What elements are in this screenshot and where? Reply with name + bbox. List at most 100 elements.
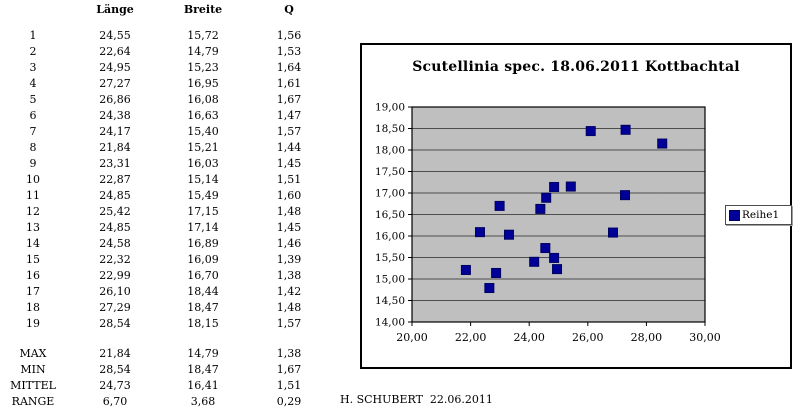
- table-cell-breite: 14,79: [187, 45, 219, 58]
- table-row: 19 28,54 18,15 1,57: [0, 316, 336, 332]
- x-axis-label: 30,00: [689, 331, 721, 344]
- summary-row: MIN 28,54 18,47 1,67: [0, 362, 336, 378]
- table-cell-n: 17: [26, 285, 40, 298]
- table-cell-breite: 16,89: [187, 237, 219, 250]
- table-cell-laenge: 26,86: [99, 93, 131, 106]
- table-cell-n: 14: [26, 237, 40, 250]
- table-cell-q: 1,48: [276, 205, 302, 218]
- table-cell-n: 4: [29, 77, 37, 90]
- table-cell-n: 6: [29, 109, 37, 122]
- table-cell-laenge: 28,54: [99, 317, 131, 330]
- table-cell-laenge: 21,84: [99, 141, 131, 154]
- table-cell-n: 5: [29, 93, 37, 106]
- table-row: 8 21,84 15,21 1,44: [0, 140, 336, 156]
- table-cell-laenge: 24,95: [99, 61, 131, 74]
- x-axis-label: 28,00: [631, 331, 663, 344]
- table-cell-n: 1: [29, 29, 37, 42]
- table-cell-q: 1,42: [276, 285, 302, 298]
- table-row: 18 27,29 18,47 1,48: [0, 300, 336, 316]
- data-point: [585, 126, 596, 137]
- table-row: 17 26,10 18,44 1,42: [0, 284, 336, 300]
- summary-cell-breite: 3,68: [190, 395, 216, 408]
- data-point: [535, 203, 546, 214]
- table-cell-breite: 15,21: [187, 141, 219, 154]
- data-point: [620, 124, 631, 135]
- y-axis-label: 15,00: [375, 274, 405, 286]
- summary-cell-laenge: 24,73: [99, 379, 131, 392]
- table-cell-laenge: 25,42: [99, 205, 131, 218]
- table-cell-n: 11: [26, 189, 40, 202]
- table-cell-laenge: 26,10: [99, 285, 131, 298]
- y-axis-label: 17,50: [375, 166, 405, 178]
- y-axis-label: 14,00: [375, 317, 405, 329]
- data-point: [491, 267, 502, 278]
- summary-cell-n: MAX: [19, 347, 47, 360]
- x-axis-label: 24,00: [513, 331, 545, 344]
- table-header-row: Länge Breite Q: [0, 2, 336, 18]
- table-cell-laenge: 22,64: [99, 45, 131, 58]
- table-cell-n: 3: [29, 61, 37, 74]
- table-cell-breite: 18,44: [187, 285, 219, 298]
- summary-row: RANGE 6,70 3,68 0,29: [0, 394, 336, 410]
- table-cell-breite: 18,47: [187, 301, 219, 314]
- summary-row: MITTEL 24,73 16,41 1,51: [0, 378, 336, 394]
- table-cell-q: 1,67: [276, 93, 302, 106]
- y-axis-label: 16,50: [375, 209, 405, 221]
- table-cell-q: 1,46: [276, 237, 302, 250]
- table-cell-breite: 17,15: [187, 205, 219, 218]
- y-axis-label: 17,00: [375, 188, 405, 200]
- chart-legend: Reihe1: [725, 205, 792, 225]
- table-row: 12 25,42 17,15 1,48: [0, 204, 336, 220]
- credit-text: H. SCHUBERT 22.06.2011: [340, 393, 493, 406]
- data-point: [565, 181, 576, 192]
- y-axis-label: 18,50: [375, 123, 405, 135]
- summary-cell-q: 1,38: [276, 347, 302, 360]
- table-header-laenge: Länge: [96, 3, 134, 16]
- summary-cell-breite: 16,41: [187, 379, 219, 392]
- y-axis-label: 16,00: [375, 231, 405, 243]
- summary-cell-q: 0,29: [276, 395, 302, 408]
- table-cell-laenge: 24,58: [99, 237, 131, 250]
- table-cell-n: 13: [26, 221, 40, 234]
- table-row: 10 22,87 15,14 1,51: [0, 172, 336, 188]
- table-cell-laenge: 23,31: [99, 157, 131, 170]
- x-axis-label: 26,00: [572, 331, 604, 344]
- table-cell-breite: 17,14: [187, 221, 219, 234]
- summary-cell-q: 1,67: [276, 363, 302, 376]
- table-row: 16 22,99 16,70 1,38: [0, 268, 336, 284]
- data-point: [620, 190, 631, 201]
- summary-cell-n: MITTEL: [10, 379, 56, 392]
- data-point: [657, 138, 668, 149]
- data-point: [607, 227, 618, 238]
- table-cell-n: 18: [26, 301, 40, 314]
- table-cell-breite: 15,72: [187, 29, 219, 42]
- scatter-chart: 19,00 18,50 18,00 17,50 17,00 16,50 16,00 15,50…: [360, 43, 792, 369]
- table-cell-laenge: 24,55: [99, 29, 131, 42]
- table-cell-breite: 15,40: [187, 125, 219, 138]
- table-cell-q: 1,53: [276, 45, 302, 58]
- summary-cell-laenge: 21,84: [99, 347, 131, 360]
- table-cell-breite: 16,03: [187, 157, 219, 170]
- summary-cell-q: 1,51: [276, 379, 302, 392]
- table-row: 2 22,64 14,79 1,53: [0, 44, 336, 60]
- table-cell-laenge: 27,29: [99, 301, 131, 314]
- table-row: 5 26,86 16,08 1,67: [0, 92, 336, 108]
- y-axis-label: 19,00: [375, 102, 405, 114]
- data-point: [529, 256, 540, 267]
- table-cell-laenge: 22,87: [99, 173, 131, 186]
- legend-series-label: Reihe1: [742, 209, 780, 221]
- table-cell-q: 1,56: [276, 29, 302, 42]
- table-cell-q: 1,45: [276, 157, 302, 170]
- table-cell-n: 16: [26, 269, 40, 282]
- table-body: 1 24,55 15,72 1,56 2 22,64 14,79 1,53 3 24,95 15,2…: [0, 28, 336, 332]
- table-cell-breite: 18,15: [187, 317, 219, 330]
- summary-cell-laenge: 6,70: [102, 395, 128, 408]
- table-row: 13 24,85 17,14 1,45: [0, 220, 336, 236]
- table-cell-q: 1,51: [276, 173, 302, 186]
- data-point: [484, 283, 495, 294]
- table-cell-n: 8: [29, 141, 37, 154]
- table-cell-breite: 16,95: [187, 77, 219, 90]
- table-cell-breite: 15,14: [187, 173, 219, 186]
- table-row: 7 24,17 15,40 1,57: [0, 124, 336, 140]
- data-point: [503, 229, 514, 240]
